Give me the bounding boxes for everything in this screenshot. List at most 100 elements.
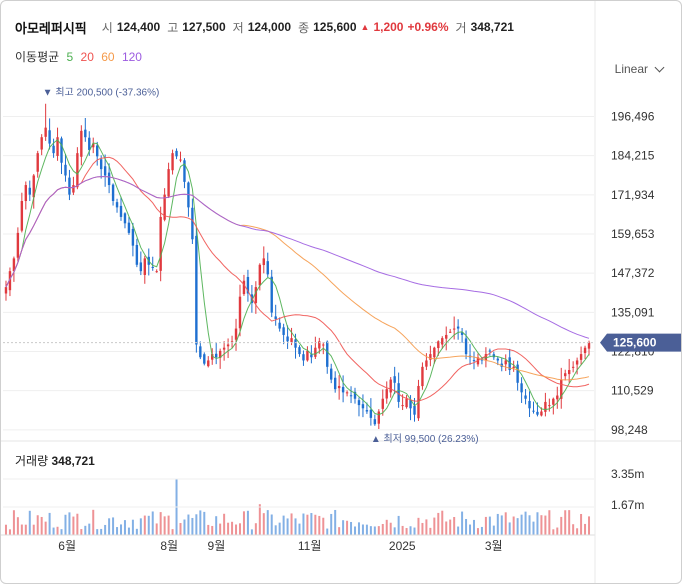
volume-bar: [44, 521, 47, 535]
volume-bar: [484, 516, 487, 535]
candle-body: [96, 145, 99, 157]
candle-body: [242, 280, 246, 295]
volume-bar: [139, 518, 142, 535]
candle-body: [369, 409, 373, 418]
volume-bar: [342, 520, 345, 535]
volume-bar: [219, 523, 222, 535]
ma-60[interactable]: 60: [101, 50, 115, 64]
volume-bar: [413, 527, 416, 535]
ma-20[interactable]: 20: [80, 50, 94, 64]
volume-bar: [171, 529, 174, 535]
volume-bar: [314, 514, 317, 535]
volume-bar: [588, 516, 591, 535]
candle-body: [68, 177, 71, 195]
volume-bar: [393, 527, 396, 535]
volume-bar: [104, 524, 107, 535]
candle-body: [48, 130, 51, 144]
candle-body: [314, 347, 317, 357]
volume-bar: [524, 511, 527, 535]
volume-bar: [544, 515, 547, 535]
volume-bar: [330, 513, 333, 535]
volume-bar: [246, 510, 249, 535]
volume-bar: [215, 516, 218, 535]
volume-bar: [12, 510, 15, 535]
change-up-icon: ▲: [360, 22, 370, 32]
volume-bar: [377, 526, 380, 535]
volume-bar: [231, 521, 234, 535]
max-annotation: ▼ 최고 200,500 (-37.36%): [43, 87, 160, 99]
volume-bar: [306, 514, 309, 535]
candle-body: [464, 338, 468, 355]
scale-mode-dropdown[interactable]: Linear: [614, 62, 665, 76]
volume-bar: [76, 513, 79, 535]
volume-bar: [584, 523, 587, 535]
candle-body: [512, 366, 515, 369]
candle-body: [4, 287, 8, 294]
open-value: 124,400: [116, 20, 161, 34]
candle-body: [587, 342, 591, 349]
quote-header: 아모레퍼시픽 시 124,400 고 127,500 저 124,000 종 1…: [15, 17, 514, 37]
volume-bar: [548, 510, 551, 535]
volume-bar: [322, 517, 325, 535]
candle-body: [218, 350, 222, 358]
candle-body: [445, 334, 448, 339]
candle-body: [337, 385, 341, 389]
candle-body: [575, 360, 579, 365]
volume-bar: [8, 529, 11, 535]
candle-body: [286, 336, 289, 342]
candle-body: [139, 262, 143, 272]
candle-body: [365, 410, 369, 412]
volume-value: 348,721: [470, 20, 514, 34]
volume-bar: [350, 521, 353, 535]
candle-body: [361, 404, 365, 409]
candle-body: [119, 205, 123, 217]
candle-body: [385, 389, 388, 399]
volume-bar: [203, 511, 206, 535]
y-tick-label: 135,091: [611, 305, 655, 319]
ma-legend-label: 이동평균: [15, 50, 60, 64]
candle-body: [310, 354, 313, 358]
candle-body: [484, 354, 488, 361]
volume-bar: [167, 515, 170, 535]
candle-body: [496, 358, 499, 361]
candle-body: [179, 159, 182, 161]
volume-bar: [417, 517, 420, 535]
volume-bar: [60, 529, 63, 535]
candle-body: [76, 153, 79, 188]
candle-body: [413, 405, 416, 415]
candle-body: [560, 379, 563, 399]
candle-body: [516, 364, 519, 383]
candle-body: [528, 400, 531, 409]
scale-mode-label: Linear: [614, 62, 648, 76]
candle-body: [294, 339, 297, 348]
candle-body: [36, 153, 39, 172]
candle-body: [80, 130, 83, 157]
volume-bar: [437, 512, 440, 535]
x-tick-label: 11월: [298, 539, 322, 553]
ma-5[interactable]: 5: [66, 50, 74, 64]
candle-body: [345, 392, 349, 394]
volume-bar: [449, 519, 452, 535]
volume-bar: [472, 519, 475, 535]
y-tick-label: 110,529: [611, 384, 654, 398]
volume-bar: [151, 511, 154, 535]
candle-body: [32, 175, 35, 198]
close-value: 125,600: [313, 20, 357, 34]
candle-body: [353, 391, 357, 399]
volume-bar: [183, 519, 186, 535]
volume-bar: [405, 528, 408, 535]
x-tick-label: 2025: [389, 539, 416, 553]
candle-body: [456, 326, 460, 329]
y-tick-label: 196,496: [611, 109, 655, 123]
volume-bar: [294, 518, 297, 535]
ma-120[interactable]: 120: [121, 50, 142, 64]
volume-bar: [373, 526, 376, 535]
volume-bar: [207, 524, 210, 535]
volume-bar: [116, 527, 119, 535]
volume-bar: [155, 523, 158, 535]
low-value: 124,000: [247, 20, 292, 34]
volume-bar: [556, 527, 559, 535]
volume-bar: [80, 529, 83, 535]
candle-body: [532, 410, 535, 412]
